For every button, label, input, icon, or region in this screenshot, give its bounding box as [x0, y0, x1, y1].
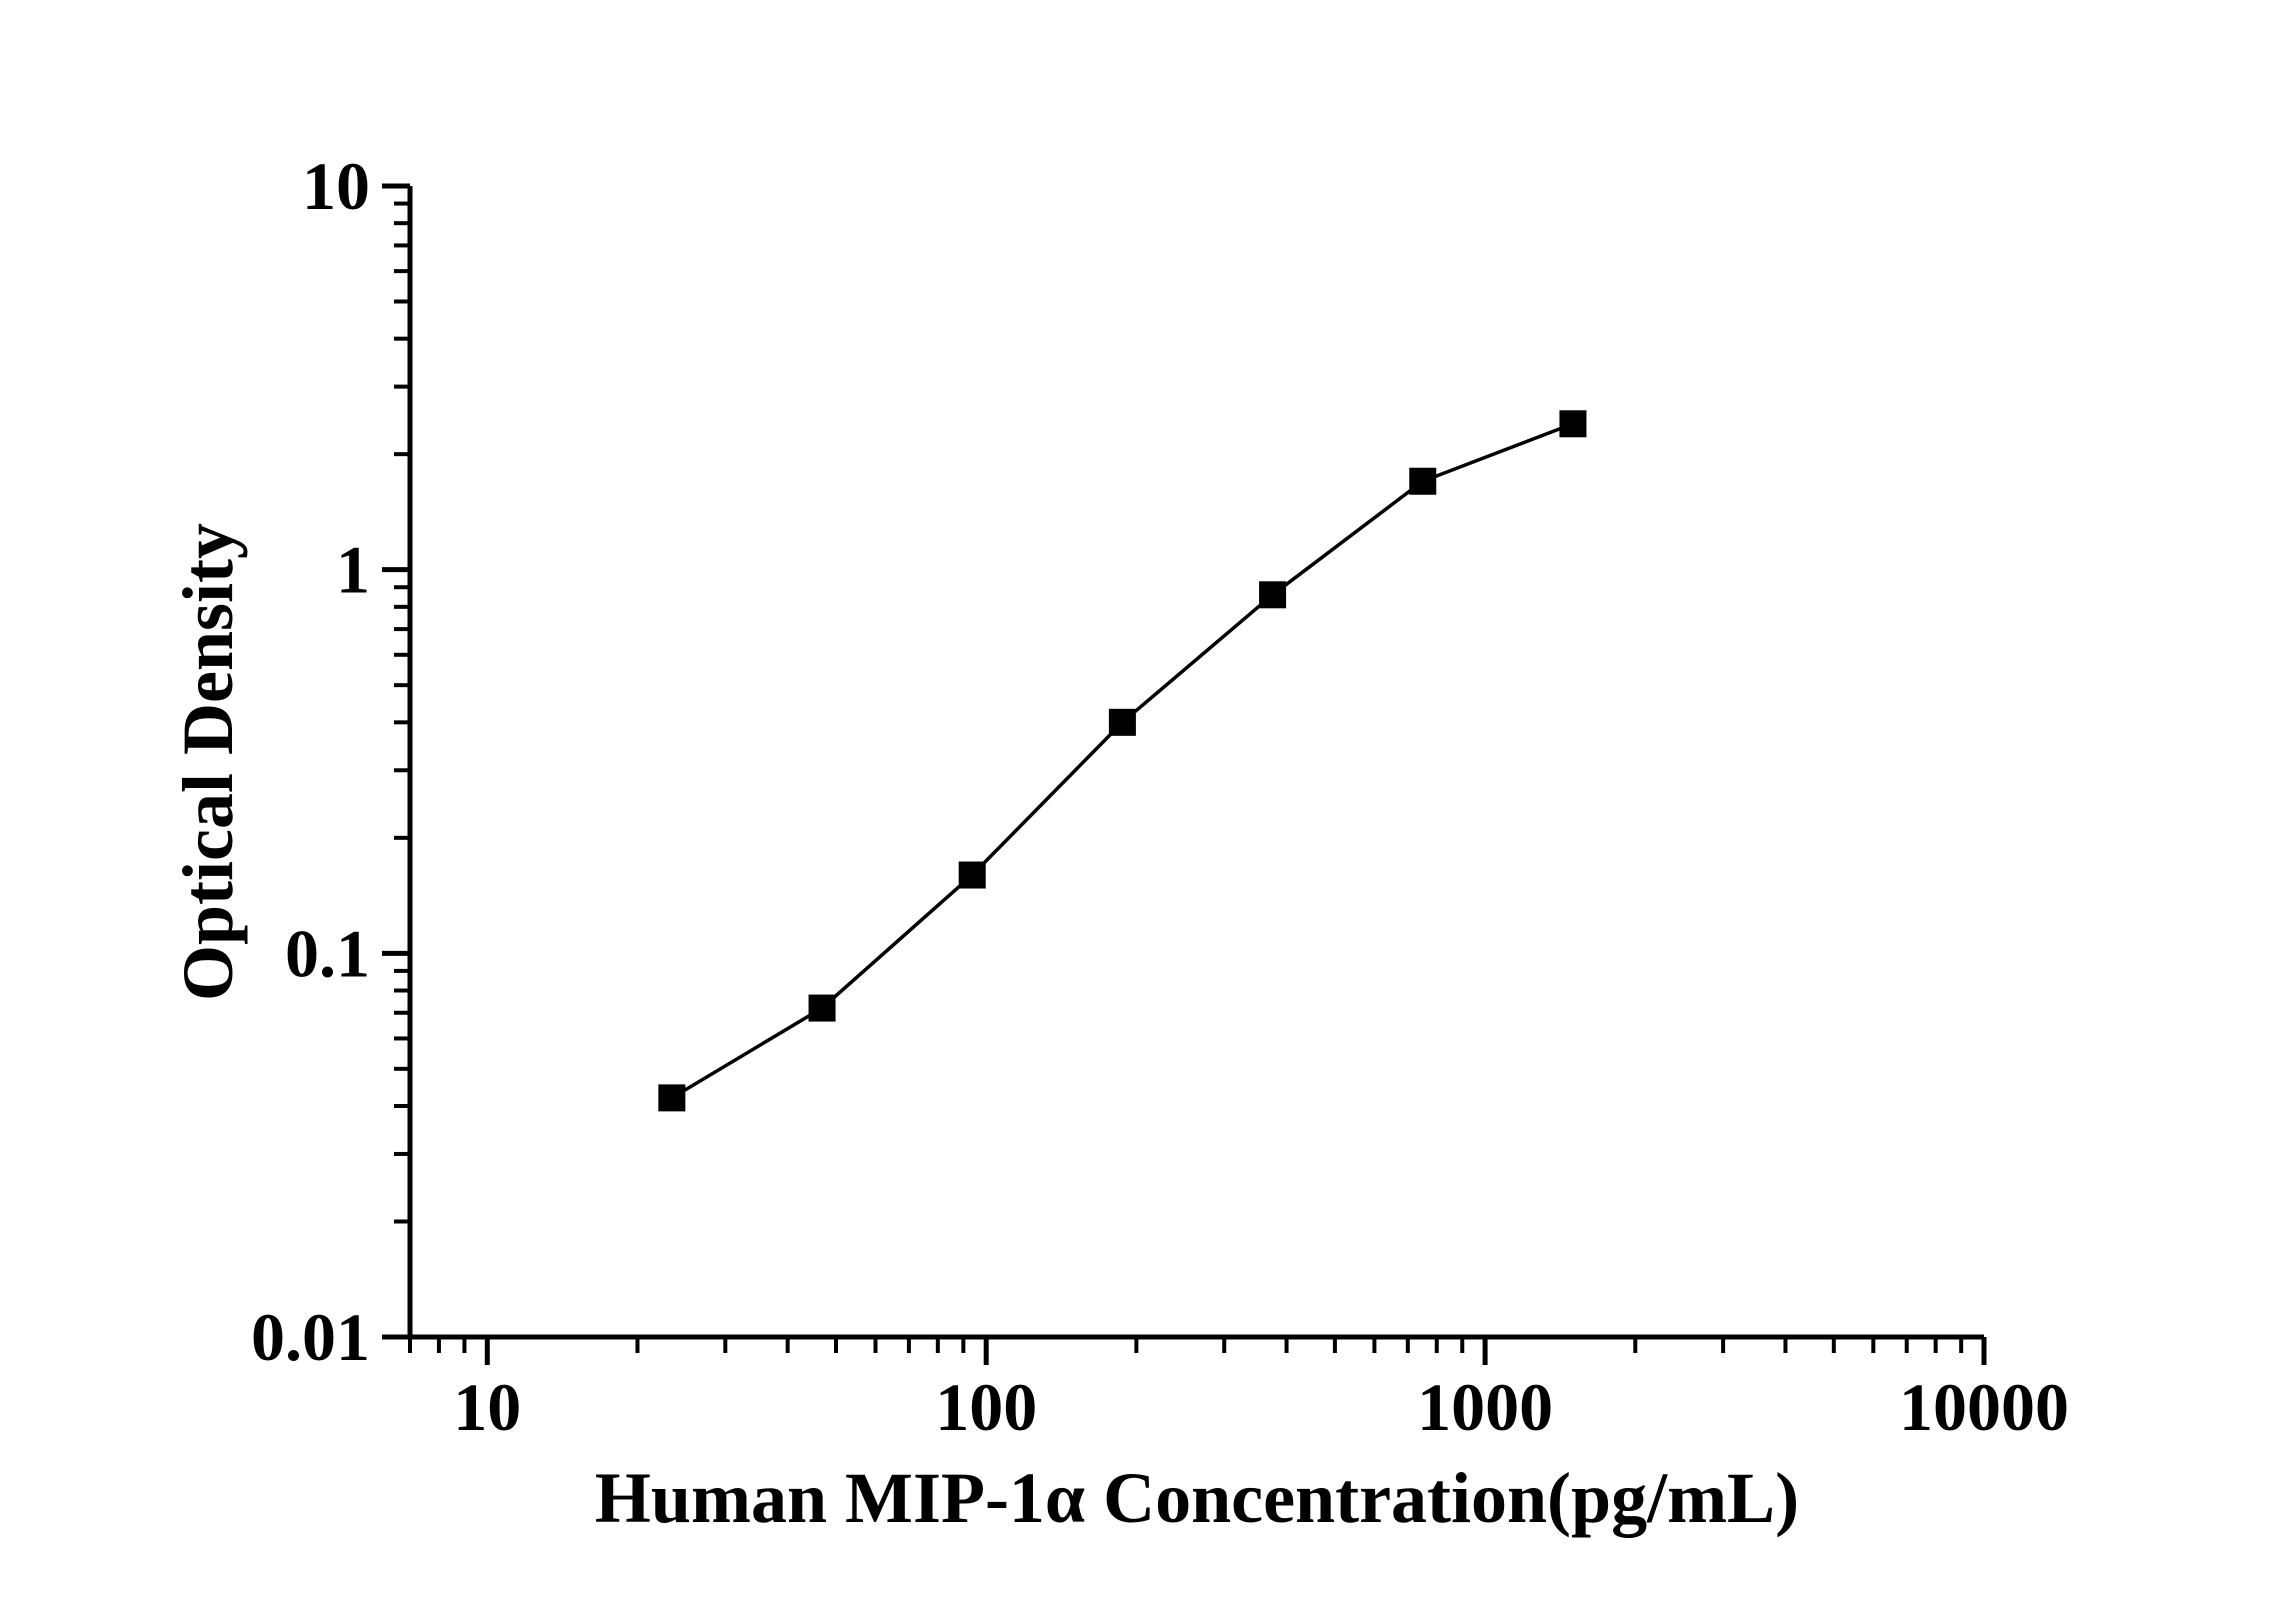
standard-curve-line: [670, 422, 1574, 1100]
data-point-marker: [958, 861, 986, 889]
x-tick-label: 10: [453, 1369, 521, 1445]
data-point-marker: [1409, 467, 1437, 495]
data-point-marker: [1259, 581, 1287, 609]
x-axis-title: Human MIP-1α Concentration(pg/mL): [595, 1458, 1799, 1538]
data-point-marker: [1559, 410, 1587, 438]
y-tick-label: 0.01: [251, 1299, 370, 1375]
data-point-marker: [658, 1084, 686, 1112]
x-tick-label: 100: [935, 1369, 1037, 1445]
data-point-marker: [1108, 708, 1136, 736]
x-tick-label: 1000: [1417, 1369, 1553, 1445]
x-tick-label: 10000: [1899, 1369, 2069, 1445]
y-tick-label: 10: [302, 148, 370, 224]
data-point-marker: [808, 994, 836, 1022]
y-axis-title: Optical Density: [168, 523, 248, 1001]
y-tick-label: 0.1: [285, 915, 370, 991]
y-tick-label: 1: [336, 532, 370, 608]
